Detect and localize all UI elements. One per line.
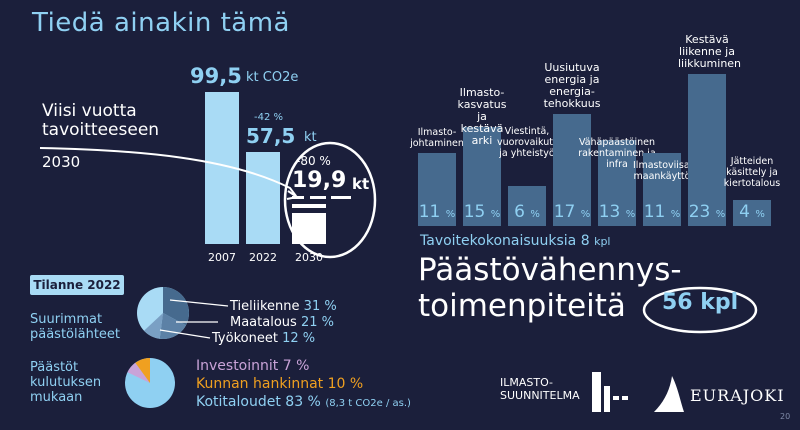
count-circle bbox=[642, 286, 758, 334]
sources-pie bbox=[137, 287, 229, 340]
climate-plan-logo-icon bbox=[592, 372, 628, 412]
consumption-row-1: Investoinnit 7 % bbox=[196, 358, 310, 374]
goal-bar bbox=[688, 74, 726, 226]
change-2022: -42 % bbox=[254, 112, 284, 123]
goal-bar bbox=[733, 199, 771, 226]
goal-bar-value: 13 % bbox=[598, 202, 636, 222]
year-2022: 2022 bbox=[249, 251, 277, 264]
eurajoki-sail-icon bbox=[654, 376, 684, 412]
bar-2030-dash-4 bbox=[331, 196, 351, 199]
goal-bar bbox=[418, 153, 456, 226]
goal-bar bbox=[463, 127, 501, 226]
goal-bar-label: Vähäpäästöinen rakentaminen ja infra bbox=[578, 137, 656, 171]
big-heading: Päästövähennys- toimenpiteitä bbox=[418, 252, 682, 324]
source-row-1: Tieliikenne 31 % bbox=[230, 299, 337, 314]
bar-2030-dash-3 bbox=[310, 196, 326, 199]
goal-year: 2030 bbox=[42, 153, 81, 171]
goal-bar-value: 11 % bbox=[643, 202, 681, 222]
goal-bar-label: Kestävä liikenne ja liikkuminen bbox=[678, 33, 742, 71]
consumption-row-3: Kotitaloudet 83 % (8,3 t CO2e / as.) bbox=[196, 394, 411, 410]
goal-bar bbox=[508, 186, 546, 226]
value-2022: 57,5 bbox=[246, 124, 296, 148]
unit-2022: kt bbox=[304, 130, 317, 145]
goal-bar bbox=[643, 153, 681, 226]
unit-2030: kt bbox=[352, 175, 370, 193]
sources-title: Suurimmat päästölähteet bbox=[30, 312, 121, 342]
goal-bar-value: 11 % bbox=[418, 202, 456, 222]
value-2007: 99,5 bbox=[190, 64, 242, 88]
consumption-pie bbox=[125, 358, 175, 408]
climate-plan-logo-text: ILMASTO- SUUNNITELMA bbox=[500, 376, 580, 402]
page-title: Tiedä ainakin tämä bbox=[32, 8, 290, 38]
goal-bar-label: Ilmasto-johtaminen bbox=[410, 127, 464, 150]
goal-text: Viisi vuotta tavoitteeseen bbox=[42, 101, 160, 140]
goal-bar bbox=[598, 140, 636, 226]
goal-bar-value: 17 % bbox=[553, 202, 591, 222]
goal-bar-label: Ilmasto-kasvatus ja kestävä arki bbox=[457, 86, 507, 147]
unit-2007: kt CO2e bbox=[246, 70, 299, 85]
eurajoki-logo: EURAJOKI bbox=[690, 386, 785, 405]
goal-bar-value: 15 % bbox=[463, 202, 501, 222]
goal-bar bbox=[553, 113, 591, 226]
value-2030: 19,9 bbox=[292, 168, 347, 193]
change-2030: -80 % bbox=[296, 154, 331, 168]
goal-bar-label: Viestintä, vuorovaikutus ja yhteistyö bbox=[497, 126, 564, 159]
goal-bar-label: Ilmastoviisas maankäyttö bbox=[633, 160, 695, 182]
consumption-row-2: Kunnan hankinnat 10 % bbox=[196, 376, 364, 392]
year-2007: 2007 bbox=[208, 251, 236, 264]
bar-2022 bbox=[246, 152, 280, 244]
goal-bar-value: 4 % bbox=[739, 202, 765, 222]
bar-2030-dash-1 bbox=[292, 204, 326, 208]
consumption-title: Päästöt kulutuksen mukaan bbox=[30, 360, 102, 405]
status-badge: Tilanne 2022 bbox=[30, 275, 124, 295]
goal-bar-label: Jätteiden käsittely ja kiertotalous bbox=[723, 156, 781, 189]
source-row-2: Maatalous 21 % bbox=[230, 315, 334, 330]
page-number: 20 bbox=[780, 412, 791, 421]
goal-bar-value: 23 % bbox=[688, 202, 726, 222]
goal-bar-label: Uusiutuva energia ja energia-tehokkuus bbox=[543, 60, 601, 110]
total-goals: Tavoitekokonaisuuksia 8 kpl bbox=[420, 233, 611, 249]
source-row-3: Työkoneet 12 % bbox=[212, 331, 316, 346]
measure-count: 56 kpl bbox=[662, 290, 739, 315]
goal-bar-value: 6 % bbox=[514, 202, 540, 222]
